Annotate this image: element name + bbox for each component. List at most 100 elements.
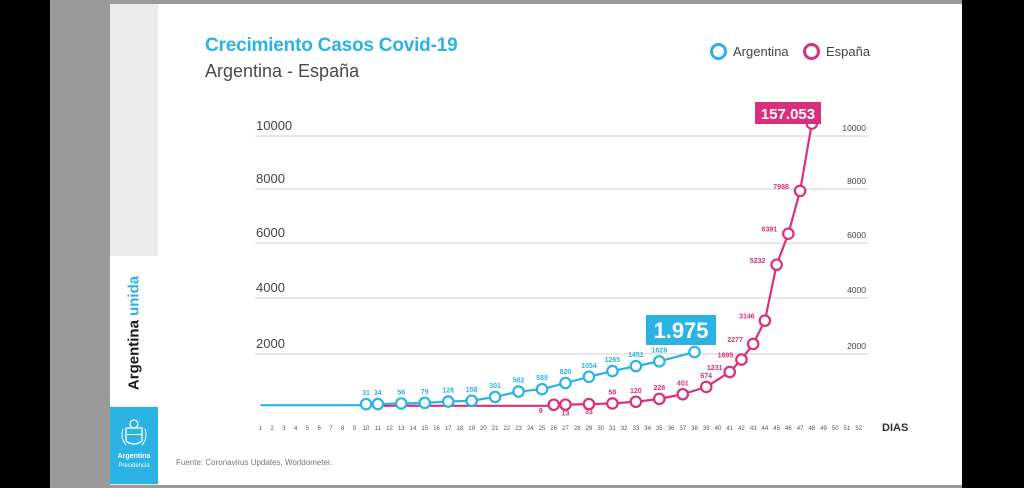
x-tick-label: 10 [363, 426, 370, 432]
argentina-point [629, 359, 643, 373]
espana-data-label: 7988 [773, 184, 789, 191]
x-tick-label: 44 [762, 426, 769, 432]
x-tick-label: 12 [386, 426, 393, 432]
argentina-callout-value: 1.975 [653, 318, 708, 343]
argentina-data-label: 502 [513, 378, 525, 385]
x-tick-label: 8 [341, 426, 345, 432]
espana-data-label: 5232 [750, 258, 766, 265]
espana-point [699, 380, 713, 394]
argentina-data-label: 1451 [628, 352, 644, 359]
x-tick-label: 33 [633, 426, 640, 432]
x-tick-label: 2 [271, 426, 275, 432]
argentina-data-label: 1628 [652, 347, 668, 354]
espana-point [758, 314, 772, 327]
x-tick-label: 35 [656, 426, 663, 432]
argentina-data-label: 820 [560, 369, 572, 376]
x-tick-label: 48 [808, 426, 815, 432]
x-tick-label: 9 [353, 426, 357, 432]
argentina-line [364, 351, 695, 406]
y-tick-label-right: 10000 [842, 123, 866, 133]
x-tick-label: 13 [398, 426, 405, 432]
x-tick-label: 5 [306, 426, 310, 432]
chart-subtitle: Argentina - España [205, 61, 360, 81]
espana-data-label: 9 [539, 408, 543, 415]
argentina-point [606, 364, 619, 378]
x-tick-label: 25 [539, 426, 546, 432]
espana-point [770, 258, 783, 272]
source-note: Fuente: Coronavirus Updates, Worldometer… [176, 458, 333, 467]
legend-espana: España [803, 42, 870, 60]
argentina-data-label: 1054 [581, 363, 597, 370]
logo-subtitle: Presidencia [118, 463, 150, 469]
x-tick-label: 20 [480, 426, 487, 432]
espana-point [653, 392, 666, 406]
x-tick-label: 45 [773, 426, 780, 432]
espana-data-label: 674 [700, 373, 712, 380]
x-tick-label: 42 [738, 426, 745, 432]
espana-point [782, 227, 795, 241]
x-tick-label: 52 [855, 426, 862, 432]
espana-data-label: 13 [562, 411, 570, 418]
argentina-data-label: 34 [374, 390, 382, 397]
espana-point [723, 365, 736, 379]
espana-point [559, 398, 572, 411]
argentina-callout-box [646, 315, 716, 345]
argentina-data-label: 589 [536, 375, 548, 382]
argentina-point [559, 376, 572, 390]
espana-data-label: 1695 [718, 353, 734, 360]
legend-argentina-marker [710, 42, 727, 60]
x-tick-label: 29 [586, 426, 593, 432]
x-tick-label: 21 [492, 426, 499, 432]
y-tick-label-right: 6000 [847, 230, 866, 240]
y-tick-label-right: 8000 [847, 176, 866, 186]
espana-data-label: 228 [653, 385, 665, 392]
argentina-point [688, 345, 701, 359]
x-tick-label: 43 [750, 426, 757, 432]
chart-title: Crecimiento Casos Covid-19 [205, 35, 458, 56]
espana-point [606, 397, 619, 410]
legend-argentina: Argentina [710, 42, 789, 60]
argentina-data-label: 79 [421, 389, 429, 396]
x-axis-label: DIAS [882, 422, 908, 434]
argentina-point [535, 382, 549, 396]
x-tick-label: 49 [820, 426, 827, 432]
x-tick-label: 4 [294, 426, 298, 432]
x-tick-label: 47 [797, 426, 804, 432]
x-tick-label: 1 [259, 426, 263, 432]
argentina-point [371, 397, 385, 411]
coat-of-arms-icon [121, 419, 147, 446]
x-tick-label: 15 [421, 426, 428, 432]
x-tick-label: 7 [329, 426, 333, 432]
argentina-data-label: 301 [489, 383, 501, 390]
x-tick-label: 18 [457, 426, 464, 432]
x-tick-label: 22 [503, 426, 510, 432]
espana-data-label: 401 [677, 380, 689, 387]
espana-data-label: 58 [609, 389, 617, 396]
x-tick-label: 46 [785, 426, 792, 432]
argentina-point [488, 390, 502, 404]
argentina-point [441, 395, 455, 408]
argentina-data-label: 31 [362, 390, 370, 397]
argentina-point [394, 397, 408, 410]
espana-callout-box [755, 102, 821, 124]
x-tick-label: 31 [609, 426, 616, 432]
legend-espana-marker [803, 42, 820, 60]
espana-point [676, 387, 690, 401]
x-tick-label: 32 [621, 426, 628, 432]
x-tick-label: 37 [679, 426, 686, 432]
x-tick-label: 24 [527, 426, 534, 432]
x-tick-label: 14 [410, 426, 417, 432]
x-tick-label: 6 [317, 426, 321, 432]
espana-data-label: 120 [630, 388, 642, 395]
x-tick-label: 38 [691, 426, 698, 432]
x-tick-label: 36 [668, 426, 675, 432]
espana-data-label: 1231 [707, 365, 723, 372]
y-tick-label-left: 8000 [256, 171, 285, 186]
x-tick-label: 11 [375, 426, 382, 432]
x-tick-label: 30 [597, 426, 604, 432]
espana-point [582, 397, 596, 411]
espana-data-label: 2277 [727, 337, 743, 344]
legend-espana-label: España [826, 43, 871, 59]
argentina-data-label: 158 [466, 387, 478, 394]
